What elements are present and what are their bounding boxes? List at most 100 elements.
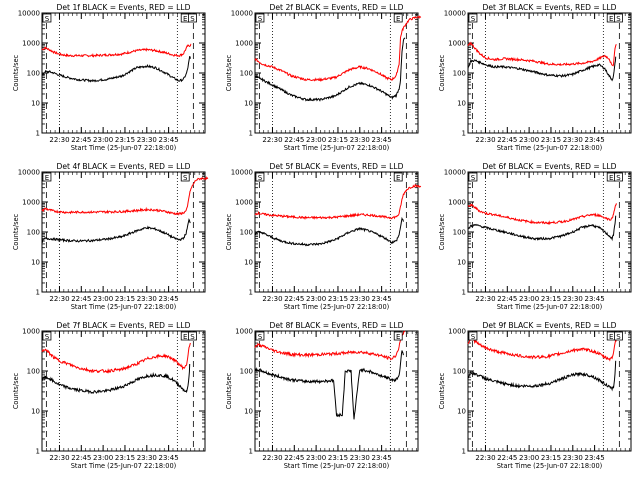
marker-box-label: S [190, 333, 195, 341]
plot-frame [467, 171, 632, 293]
x-tick-label: 23:30 [350, 454, 370, 462]
plot-frame [41, 171, 206, 293]
plot-frame [41, 12, 206, 134]
chart-title: Det 1f BLACK = Events, RED = LLD [57, 3, 191, 12]
y-tick-label: 1000 [448, 199, 466, 207]
y-axis-label: Counts/sec [12, 54, 20, 91]
chart-title: Det 2f BLACK = Events, RED = LLD [270, 3, 404, 12]
marker-box [468, 172, 478, 182]
marker-box-label: E [609, 174, 613, 182]
y-tick-label: 1 [462, 130, 466, 138]
y-tick-label: 10000 [444, 10, 466, 18]
lld-series-line [254, 184, 422, 220]
x-tick-label: 23:00 [519, 295, 539, 303]
marker-box-label: S [190, 15, 195, 23]
x-tick-label: 23:30 [563, 136, 583, 144]
marker-box [393, 172, 403, 182]
marker-box [42, 331, 52, 341]
x-tick-label: 23:45 [372, 295, 392, 303]
y-tick-label: 10000 [231, 169, 253, 177]
y-tick-label: 100 [240, 368, 253, 376]
x-tick-label: 23:30 [137, 295, 157, 303]
marker-box [180, 172, 190, 182]
marker-box [255, 172, 265, 182]
plot-frame [254, 330, 419, 452]
x-axis-label: Start Time (25-Jun-07 22:18:00) [497, 144, 603, 152]
marker-box [188, 331, 197, 341]
x-tick-label: 23:30 [350, 295, 370, 303]
y-axis-label: Counts/sec [438, 372, 446, 409]
y-tick-label: 1000 [22, 40, 40, 48]
events-series-line [254, 350, 404, 420]
chart-title: Det 8f BLACK = Events, RED = LLD [270, 321, 404, 330]
marker-box-label: E [183, 333, 187, 341]
y-tick-label: 10000 [18, 10, 40, 18]
y-tick-label: 10000 [231, 10, 253, 18]
lld-series-line [41, 43, 192, 58]
marker-box-label: S [258, 15, 263, 23]
y-tick-label: 1000 [235, 40, 253, 48]
lld-series-line [41, 342, 191, 374]
y-axis-label: Counts/sec [225, 372, 233, 409]
x-tick-label: 23:15 [115, 295, 135, 303]
y-tick-label: 1000 [22, 199, 40, 207]
x-tick-label: 23:15 [541, 136, 561, 144]
y-tick-label: 100 [240, 229, 253, 237]
y-tick-label: 10 [457, 100, 466, 108]
y-axis-label: Counts/sec [12, 372, 20, 409]
y-tick-label: 1 [249, 130, 253, 138]
y-tick-label: 100 [453, 70, 466, 78]
x-tick-label: 22:45 [284, 295, 304, 303]
marker-box-label: E [183, 15, 187, 23]
y-tick-label: 10 [31, 100, 40, 108]
x-tick-label: 22:30 [475, 136, 495, 144]
marker-box-label: S [616, 333, 621, 341]
events-series-line [41, 218, 191, 244]
x-tick-label: 23:45 [585, 454, 605, 462]
plot-frame [41, 330, 206, 452]
events-series-line [254, 37, 406, 102]
chart-panel-5: Det 5f BLACK = Events, RED = LLD 1 10 100 10… [225, 162, 422, 311]
marker-box [255, 331, 265, 341]
x-tick-label: 23:00 [93, 295, 113, 303]
events-series-line [41, 363, 191, 395]
x-tick-label: 23:15 [115, 454, 135, 462]
x-axis-label: Start Time (25-Jun-07 22:18:00) [284, 462, 390, 470]
marker-box [614, 13, 623, 23]
lld-series-line [467, 41, 617, 67]
marker-box-label: S [616, 174, 621, 182]
y-axis-label: Counts/sec [225, 54, 233, 91]
x-tick-label: 23:30 [137, 454, 157, 462]
chart-title: Det 7f BLACK = Events, RED = LLD [57, 321, 191, 330]
x-tick-label: 22:30 [475, 295, 495, 303]
marker-box [255, 13, 265, 23]
x-tick-label: 23:45 [159, 136, 179, 144]
events-series-line [467, 56, 617, 82]
chart-panel-7: Det 7f BLACK = Events, RED = LLD 1 10 100 10… [12, 321, 206, 470]
x-tick-label: 23:45 [585, 136, 605, 144]
y-tick-label: 10 [244, 259, 253, 267]
x-tick-label: 22:45 [71, 136, 91, 144]
marker-box-label: E [609, 333, 613, 341]
x-tick-label: 22:30 [49, 136, 69, 144]
marker-box-label: E [396, 174, 400, 182]
y-tick-label: 10 [457, 408, 466, 416]
marker-box [393, 331, 403, 341]
y-tick-label: 1 [462, 448, 466, 456]
x-tick-label: 22:45 [284, 136, 304, 144]
x-tick-label: 23:45 [159, 454, 179, 462]
x-tick-label: 23:00 [306, 295, 326, 303]
y-axis-label: Counts/sec [438, 213, 446, 250]
x-tick-label: 23:30 [350, 136, 370, 144]
y-tick-label: 1 [36, 448, 40, 456]
x-tick-label: 23:00 [93, 136, 113, 144]
chart-panel-2: Det 2f BLACK = Events, RED = LLD 1 10 100 10… [225, 3, 422, 152]
y-tick-label: 10 [244, 100, 253, 108]
y-tick-label: 100 [27, 70, 40, 78]
marker-box-label: E [609, 15, 613, 23]
chart-panel-4: Det 4f BLACK = Events, RED = LLD 1 10 100 10… [12, 162, 209, 311]
events-series-line [41, 56, 191, 83]
x-axis-label: Start Time (25-Jun-07 22:18:00) [71, 462, 177, 470]
chart-title: Det 4f BLACK = Events, RED = LLD [57, 162, 191, 171]
x-tick-label: 23:30 [563, 295, 583, 303]
